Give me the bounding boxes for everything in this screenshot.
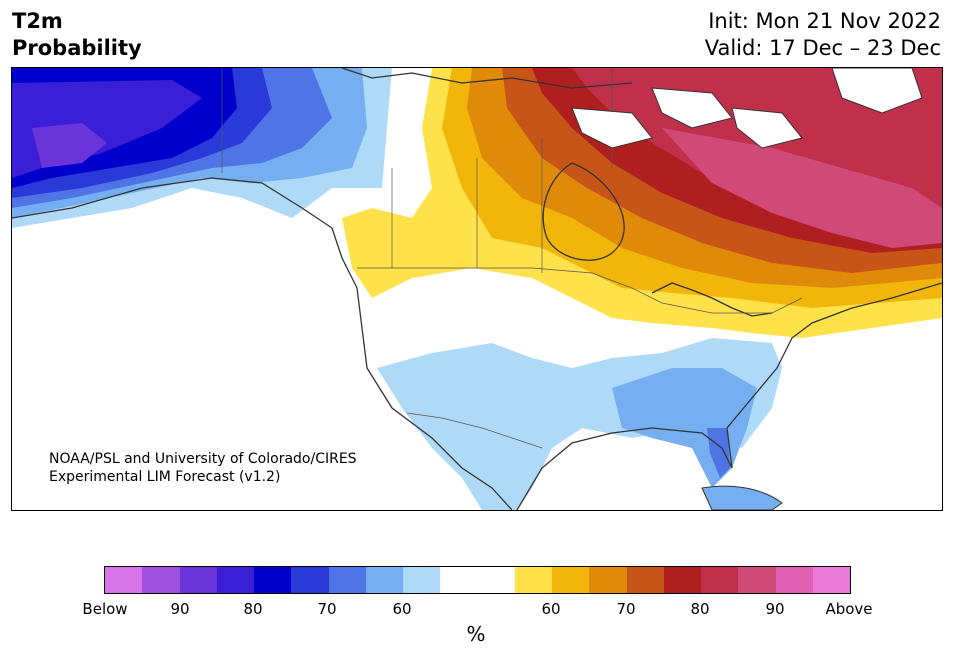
credit-line-1: NOAA/PSL and University of Colorado/CIRE… [49,451,357,467]
colorbar-cell [552,567,590,593]
colorbar-cell [291,567,329,593]
west-coast [12,177,513,510]
colorbar-tick-label: 70 [317,600,337,618]
colorbar-tick-label: 80 [690,600,710,618]
colorbar-cell [775,567,813,593]
forecast-dates: Init: Mon 21 Nov 2022 Valid: 17 Dec – 23… [705,8,941,62]
colorbar-cell [440,567,478,593]
hudson-bay [542,162,625,261]
colorbar-cell [254,567,292,593]
borders [221,68,803,449]
arctic-coast [341,68,633,89]
colorbar-cell [179,567,217,593]
gulf-coast [516,282,942,510]
colorbar-tick-label: Below [82,600,128,618]
shade-below-99 [32,123,107,168]
map-title: T2m Probability [12,8,142,62]
colorbar-tick-label: 90 [765,600,785,618]
coastlines [12,68,942,510]
colorbar-cell [514,567,552,593]
colorbar-cell [328,567,366,593]
canada-provinces [391,68,613,273]
colorbar-tick-label: 80 [243,600,263,618]
colorbar-cell [403,567,441,593]
data-credit: NOAA/PSL and University of Colorado/CIRE… [49,450,357,486]
shade-above-99 [662,128,942,248]
credit-line-2: Experimental LIM Forecast (v1.2) [49,469,281,485]
colorbar-tick-label: 60 [541,600,561,618]
colorbar-cell [142,567,180,593]
colorbar-cell [626,567,664,593]
us-mexico-border [406,412,543,449]
colorbar-cell [663,567,701,593]
arctic-islands [571,68,923,149]
colorbar-tick-label: 70 [616,600,636,618]
shade-below-70-south [612,368,757,488]
colorbar-cell [701,567,739,593]
colorbar-cell [365,567,403,593]
colorbar-cell [589,567,627,593]
init-date: Init: Mon 21 Nov 2022 [708,9,941,33]
colorbar-cell [477,567,515,593]
us-canada-border [357,267,803,314]
colorbar-tick-label: 90 [170,600,190,618]
probability-shading [12,68,942,510]
colorbar-cell [738,567,776,593]
title-field: Probability [12,36,142,60]
map-canvas [12,68,942,510]
forecast-map [11,67,943,511]
colorbar-cell [216,567,254,593]
cuba-island [701,485,783,510]
valid-dates: Valid: 17 Dec – 23 Dec [704,36,941,60]
probability-colorbar [104,566,851,594]
colorbar-tick-label: Above [825,600,873,618]
colorbar-cell [105,567,143,593]
title-variable: T2m [12,9,63,33]
great-lakes [651,282,773,317]
colorbar-unit: % [466,622,486,646]
colorbar-cell [812,567,850,593]
colorbar-tick-label: 60 [392,600,412,618]
